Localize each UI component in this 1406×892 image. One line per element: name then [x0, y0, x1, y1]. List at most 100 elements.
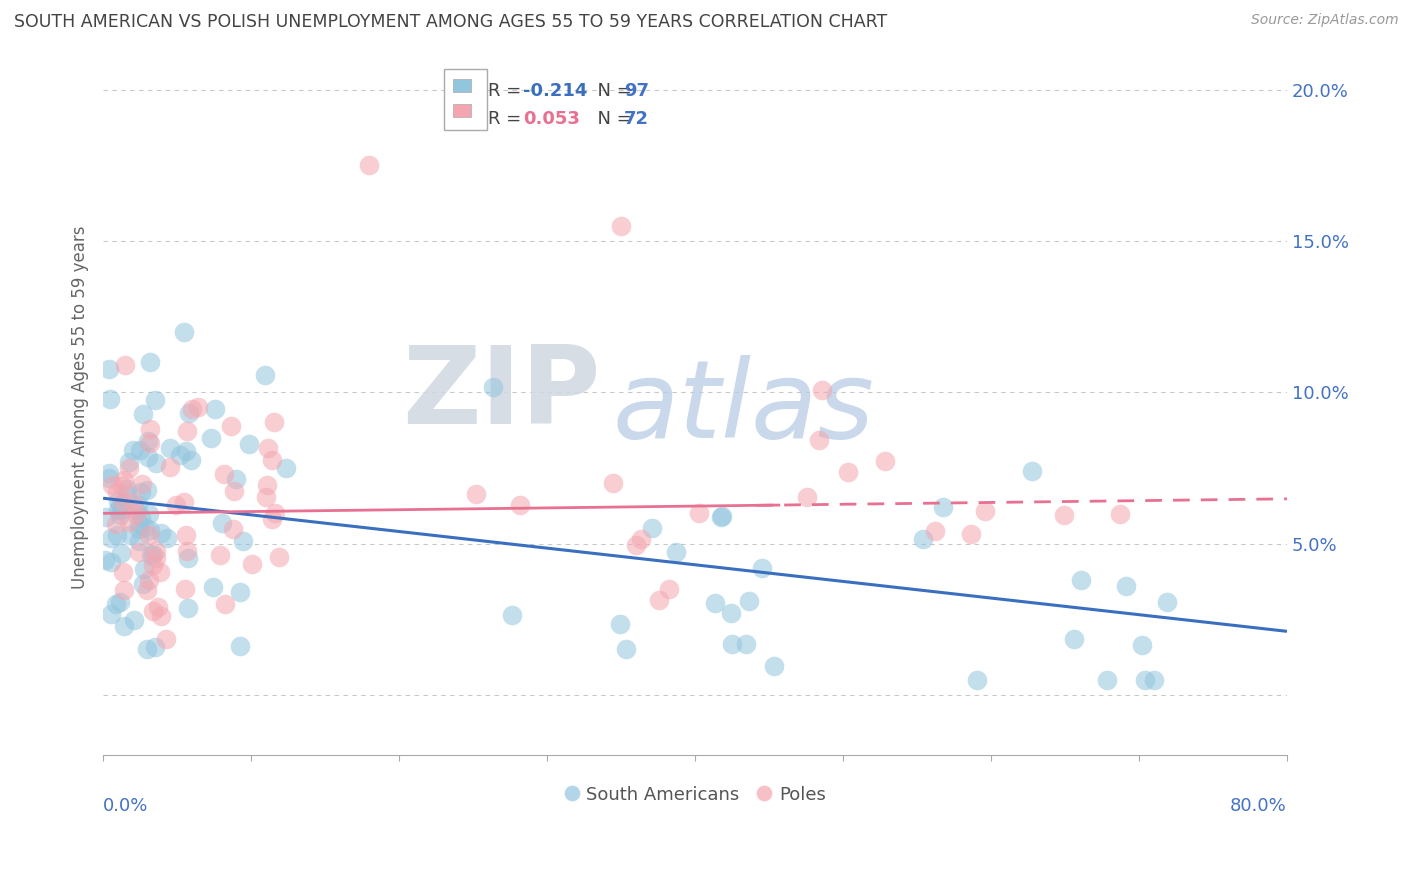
Point: [118, 528, 141, 542]
Point: [156, 531, 179, 545]
Point: [121, 443, 143, 458]
Point: [98, 392, 121, 407]
Point: [174, 528, 197, 542]
Point: [222, 522, 245, 536]
Point: [129, 484, 152, 499]
Point: [229, 640, 252, 654]
Point: [115, 482, 138, 496]
Point: [139, 422, 162, 436]
Text: 0.053: 0.053: [523, 110, 581, 128]
Point: [129, 442, 152, 457]
Point: [240, 558, 263, 572]
Point: [181, 402, 204, 417]
Point: [610, 219, 633, 233]
Point: [105, 527, 128, 541]
Text: 0.0%: 0.0%: [103, 797, 149, 815]
Point: [139, 436, 162, 450]
Point: [149, 526, 172, 541]
Point: [129, 509, 152, 524]
Point: [763, 659, 786, 673]
Text: N =: N =: [586, 110, 638, 128]
Point: [974, 504, 997, 518]
Text: Source: ZipAtlas.com: Source: ZipAtlas.com: [1251, 13, 1399, 28]
Point: [267, 549, 290, 564]
Point: [796, 490, 818, 504]
Point: [924, 524, 946, 539]
Point: [710, 508, 733, 523]
Point: [128, 522, 150, 536]
Point: [112, 473, 135, 487]
Point: [222, 483, 245, 498]
Point: [174, 582, 197, 596]
Point: [136, 583, 159, 598]
Point: [176, 543, 198, 558]
Point: [1143, 673, 1166, 687]
Point: [104, 516, 127, 531]
Text: R =: R =: [488, 110, 527, 128]
Point: [256, 442, 278, 456]
Point: [114, 358, 136, 372]
Point: [159, 441, 181, 455]
Point: [276, 461, 298, 475]
Point: [159, 460, 181, 475]
Point: [145, 456, 167, 470]
Point: [98, 466, 121, 480]
Point: [98, 471, 121, 485]
Point: [959, 526, 981, 541]
Point: [630, 532, 652, 546]
Text: SOUTH AMERICAN VS POLISH UNEMPLOYMENT AMONG AGES 55 TO 59 YEARS CORRELATION CHAR: SOUTH AMERICAN VS POLISH UNEMPLOYMENT AM…: [14, 13, 887, 31]
Point: [111, 494, 134, 508]
Point: [118, 461, 141, 475]
Point: [94, 553, 117, 567]
Point: [108, 498, 131, 512]
Point: [204, 402, 226, 417]
Point: [1115, 579, 1137, 593]
Point: [136, 434, 159, 449]
Point: [177, 601, 200, 615]
Point: [155, 632, 177, 647]
Point: [214, 597, 236, 611]
Point: [134, 562, 156, 576]
Point: [254, 490, 277, 504]
Point: [1052, 508, 1074, 523]
Point: [136, 641, 159, 656]
Point: [105, 485, 128, 500]
Point: [212, 467, 235, 481]
Point: [704, 596, 727, 610]
Point: [602, 476, 624, 491]
Point: [263, 415, 285, 429]
Point: [262, 453, 284, 467]
Point: [97, 362, 120, 376]
Point: [688, 506, 710, 520]
Point: [107, 494, 129, 508]
Point: [202, 580, 225, 594]
Point: [128, 516, 150, 531]
Point: [238, 436, 260, 450]
Point: [641, 521, 664, 535]
Point: [177, 550, 200, 565]
Point: [94, 510, 117, 524]
Point: [811, 383, 834, 397]
Point: [111, 479, 134, 493]
Point: [100, 607, 122, 621]
Point: [1063, 632, 1085, 646]
Text: N =: N =: [586, 82, 638, 100]
Point: [966, 673, 988, 687]
Point: [260, 512, 283, 526]
Point: [110, 546, 132, 560]
Point: [142, 558, 165, 573]
Point: [112, 582, 135, 597]
Point: [138, 508, 160, 522]
Text: atlas: atlas: [612, 355, 875, 460]
Y-axis label: Unemployment Among Ages 55 to 59 years: Unemployment Among Ages 55 to 59 years: [72, 226, 89, 590]
Point: [165, 498, 187, 512]
Point: [931, 500, 953, 514]
Point: [145, 543, 167, 558]
Point: [911, 533, 934, 547]
Point: [128, 533, 150, 548]
Point: [101, 478, 124, 492]
Point: [481, 379, 503, 393]
Point: [1156, 595, 1178, 609]
Point: [169, 448, 191, 462]
Point: [647, 593, 669, 607]
